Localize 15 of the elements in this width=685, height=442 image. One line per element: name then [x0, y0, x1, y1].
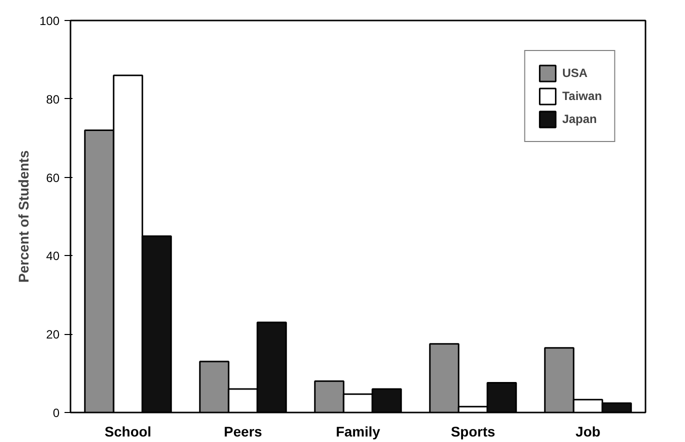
x-tick-label: Family — [336, 424, 380, 440]
x-tick-label: Peers — [224, 424, 262, 440]
x-tick-label: Sports — [450, 424, 496, 440]
y-tick-label: 20 — [46, 328, 60, 342]
legend-label: Japan — [562, 112, 597, 126]
y-tick-label: 100 — [39, 14, 60, 28]
y-axis-title: Percent of Students — [15, 150, 32, 283]
legend-label: Taiwan — [562, 89, 602, 103]
x-tick-label: School — [104, 424, 152, 440]
x-tick-label: Job — [576, 424, 600, 440]
y-tick-label: 0 — [52, 406, 60, 420]
y-tick-label: 40 — [46, 249, 60, 264]
legend-label: USA — [562, 66, 588, 80]
y-tick-label: 60 — [46, 170, 60, 185]
y-tick-label: 80 — [46, 92, 60, 106]
